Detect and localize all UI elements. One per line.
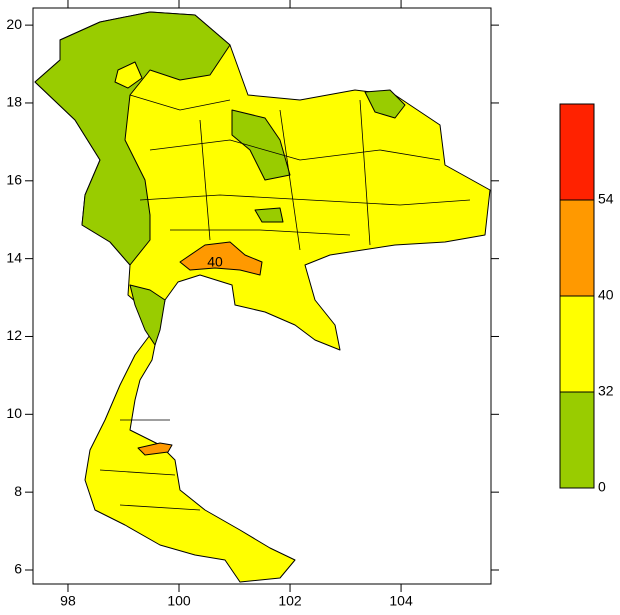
region-green [254, 207, 284, 223]
y-tick-label: 14 [6, 249, 22, 265]
colorbar-label: 40 [598, 287, 614, 303]
region-green [34, 11, 231, 266]
y-tick-label: 16 [6, 172, 22, 188]
y-tick-label: 18 [6, 94, 22, 110]
region-green [129, 284, 166, 346]
y-tick-label: 10 [6, 405, 22, 421]
border [99, 94, 471, 511]
y-tick-label: 12 [6, 327, 22, 343]
colorbar-bin [559, 295, 595, 393]
map-frame [32, 7, 492, 585]
colorbar-label: 54 [598, 191, 614, 207]
colorbar-bin [559, 391, 595, 489]
colorbar-label: 0 [598, 479, 606, 495]
x-tick-label: 102 [278, 593, 302, 609]
map-shapes [34, 11, 491, 583]
y-tick-label: 6 [14, 561, 22, 577]
colorbar-label: 32 [598, 383, 614, 399]
x-tick-label: 104 [389, 593, 413, 609]
y-tick-label: 8 [14, 483, 22, 499]
y-tick-label: 20 [6, 16, 22, 32]
contour-label: 40 [207, 254, 223, 270]
province-borders [99, 94, 471, 511]
region-green [364, 89, 406, 119]
region-orange [179, 241, 263, 276]
region-yellow-island [114, 61, 143, 89]
x-tick-label: 98 [60, 593, 76, 609]
x-tick-label: 100 [167, 593, 191, 609]
region-orange [137, 442, 173, 456]
region-green [231, 109, 291, 181]
colorbar-bin [559, 103, 595, 201]
colorbar-bin [559, 199, 595, 297]
